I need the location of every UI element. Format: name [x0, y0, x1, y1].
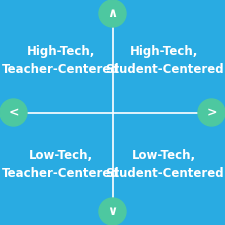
Text: ∨: ∨	[108, 205, 117, 218]
Text: ∧: ∧	[108, 7, 117, 20]
Text: >: >	[206, 106, 217, 119]
Circle shape	[0, 99, 27, 126]
Text: High-Tech,
Student-Centered: High-Tech, Student-Centered	[105, 45, 224, 76]
Text: High-Tech,
Teacher-Centered: High-Tech, Teacher-Centered	[2, 45, 120, 76]
Circle shape	[99, 198, 126, 225]
Circle shape	[99, 0, 126, 27]
Text: <: <	[8, 106, 19, 119]
Text: Low-Tech,
Student-Centered: Low-Tech, Student-Centered	[105, 149, 224, 180]
Circle shape	[198, 99, 225, 126]
Text: Low-Tech,
Teacher-Centered: Low-Tech, Teacher-Centered	[2, 149, 120, 180]
